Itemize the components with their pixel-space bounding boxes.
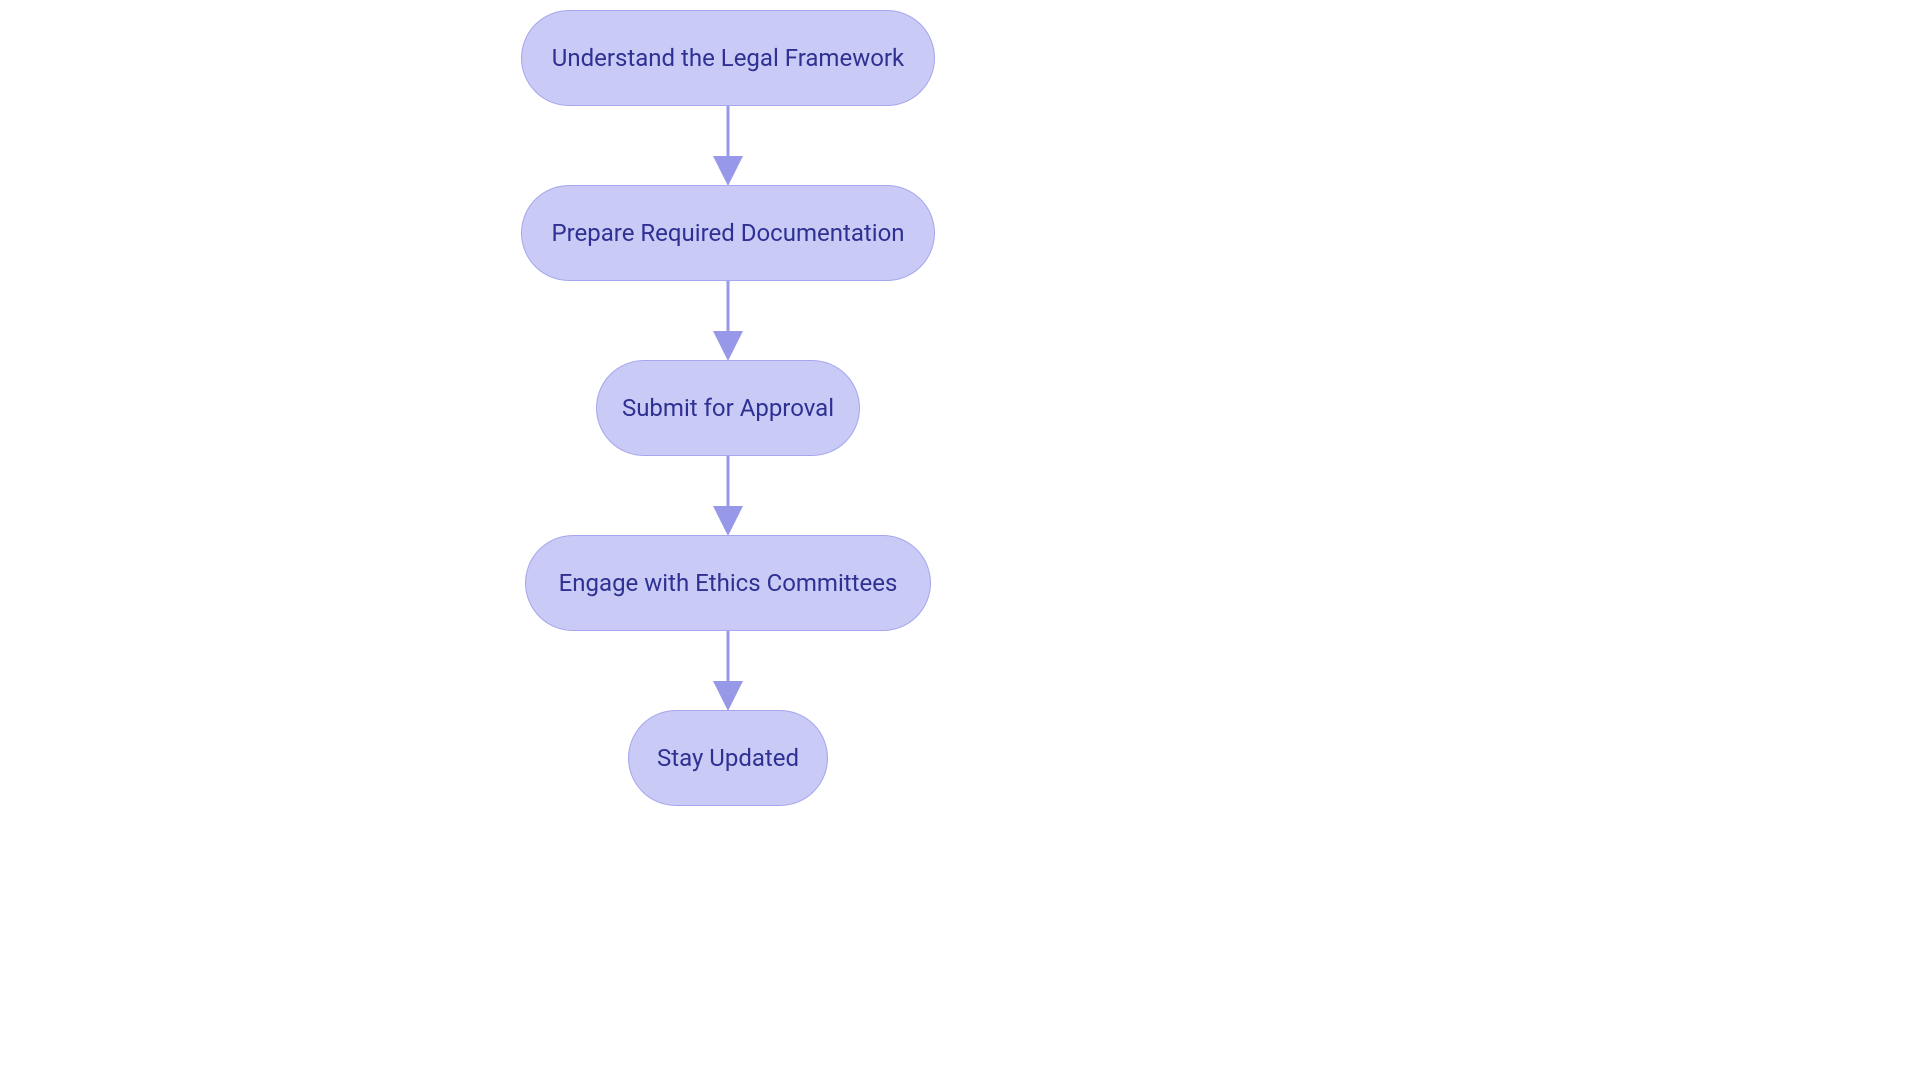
flowchart-node-2: Submit for Approval [596,360,860,456]
node-label: Submit for Approval [622,394,834,422]
flowchart-node-1: Prepare Required Documentation [521,185,935,281]
flowchart-canvas: Understand the Legal Framework Prepare R… [0,0,1920,1083]
node-label: Stay Updated [657,744,799,772]
edge-1 [708,281,748,361]
edge-0 [708,106,748,186]
flowchart-node-3: Engage with Ethics Committees [525,535,931,631]
node-label: Engage with Ethics Committees [559,569,898,597]
node-label: Prepare Required Documentation [551,219,904,247]
node-label: Understand the Legal Framework [552,44,904,72]
edge-3 [708,631,748,711]
edge-2 [708,456,748,536]
flowchart-node-4: Stay Updated [628,710,828,806]
flowchart-node-0: Understand the Legal Framework [521,10,935,106]
